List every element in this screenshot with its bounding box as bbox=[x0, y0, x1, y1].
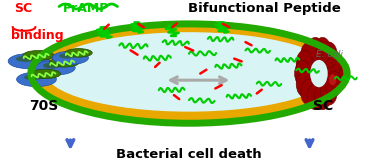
Ellipse shape bbox=[327, 56, 335, 67]
Ellipse shape bbox=[23, 50, 54, 60]
Ellipse shape bbox=[326, 83, 333, 94]
Ellipse shape bbox=[305, 54, 312, 64]
Ellipse shape bbox=[307, 84, 324, 110]
Ellipse shape bbox=[296, 71, 313, 97]
Ellipse shape bbox=[314, 89, 321, 100]
Ellipse shape bbox=[304, 80, 311, 91]
Text: E. coli: E. coli bbox=[316, 50, 343, 59]
Ellipse shape bbox=[301, 79, 317, 105]
Ellipse shape bbox=[43, 63, 61, 68]
Ellipse shape bbox=[8, 54, 50, 69]
Ellipse shape bbox=[50, 58, 79, 67]
Ellipse shape bbox=[45, 32, 333, 112]
Ellipse shape bbox=[36, 60, 75, 75]
Text: SC: SC bbox=[14, 2, 32, 15]
Ellipse shape bbox=[310, 60, 328, 87]
Text: PrAMP: PrAMP bbox=[63, 2, 109, 15]
Ellipse shape bbox=[316, 47, 324, 58]
Ellipse shape bbox=[17, 72, 56, 87]
Ellipse shape bbox=[59, 53, 76, 58]
Ellipse shape bbox=[322, 50, 330, 60]
Ellipse shape bbox=[301, 71, 308, 82]
Ellipse shape bbox=[325, 71, 342, 97]
Text: Bacterial cell death: Bacterial cell death bbox=[116, 147, 262, 160]
Ellipse shape bbox=[31, 69, 60, 79]
Ellipse shape bbox=[65, 49, 92, 57]
Ellipse shape bbox=[330, 65, 337, 76]
Ellipse shape bbox=[52, 51, 88, 64]
Ellipse shape bbox=[314, 37, 331, 63]
Ellipse shape bbox=[314, 84, 331, 110]
Text: Bifunctional Peptide: Bifunctional Peptide bbox=[188, 2, 341, 15]
Ellipse shape bbox=[24, 74, 42, 80]
Ellipse shape bbox=[296, 50, 313, 76]
Ellipse shape bbox=[327, 61, 343, 87]
Ellipse shape bbox=[302, 62, 309, 73]
Ellipse shape bbox=[329, 74, 336, 85]
Text: SC: SC bbox=[313, 99, 333, 113]
Ellipse shape bbox=[31, 24, 347, 123]
Ellipse shape bbox=[325, 50, 342, 76]
Ellipse shape bbox=[321, 42, 337, 68]
Ellipse shape bbox=[16, 56, 35, 62]
Ellipse shape bbox=[321, 79, 337, 105]
Ellipse shape bbox=[321, 88, 328, 99]
Ellipse shape bbox=[301, 42, 317, 68]
Text: 70S: 70S bbox=[29, 99, 59, 113]
Ellipse shape bbox=[294, 61, 311, 87]
Ellipse shape bbox=[310, 48, 317, 59]
Text: binding: binding bbox=[11, 29, 64, 42]
Ellipse shape bbox=[308, 87, 315, 98]
Ellipse shape bbox=[307, 37, 324, 63]
